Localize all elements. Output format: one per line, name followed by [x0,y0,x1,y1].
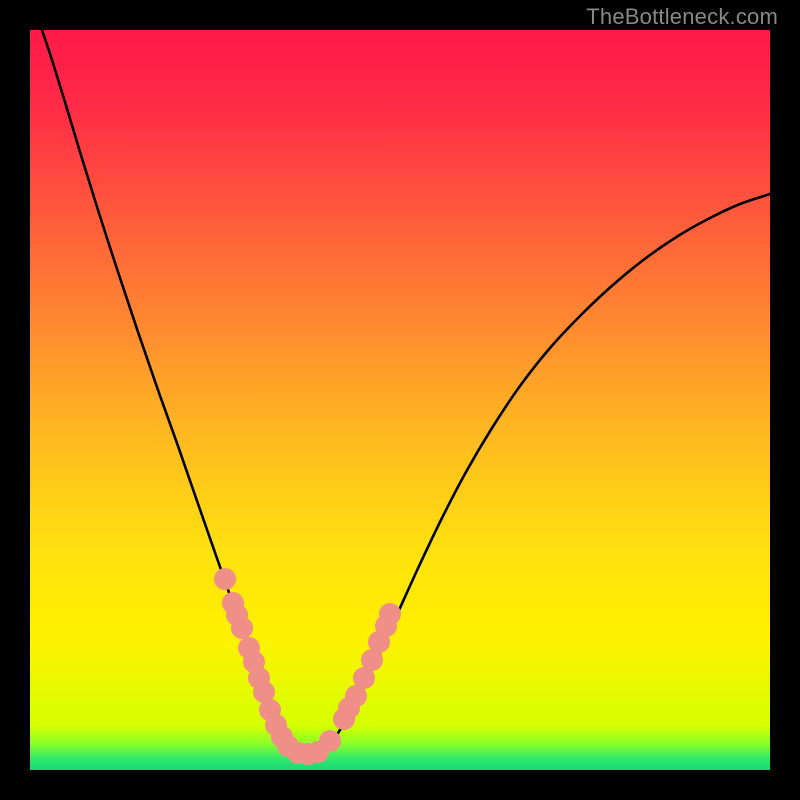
scatter-marker [226,604,248,626]
outer-frame: TheBottleneck.com [0,0,800,800]
plot-area [30,30,770,770]
right-curve [306,194,770,756]
watermark-text: TheBottleneck.com [586,4,778,30]
left-curve [42,30,306,756]
scatter-marker [214,568,236,590]
scatter-marker [319,730,341,752]
scatter-marker [338,697,360,719]
scatter-marker [379,603,401,625]
scatter-markers [214,568,401,765]
curves-layer [30,30,770,770]
